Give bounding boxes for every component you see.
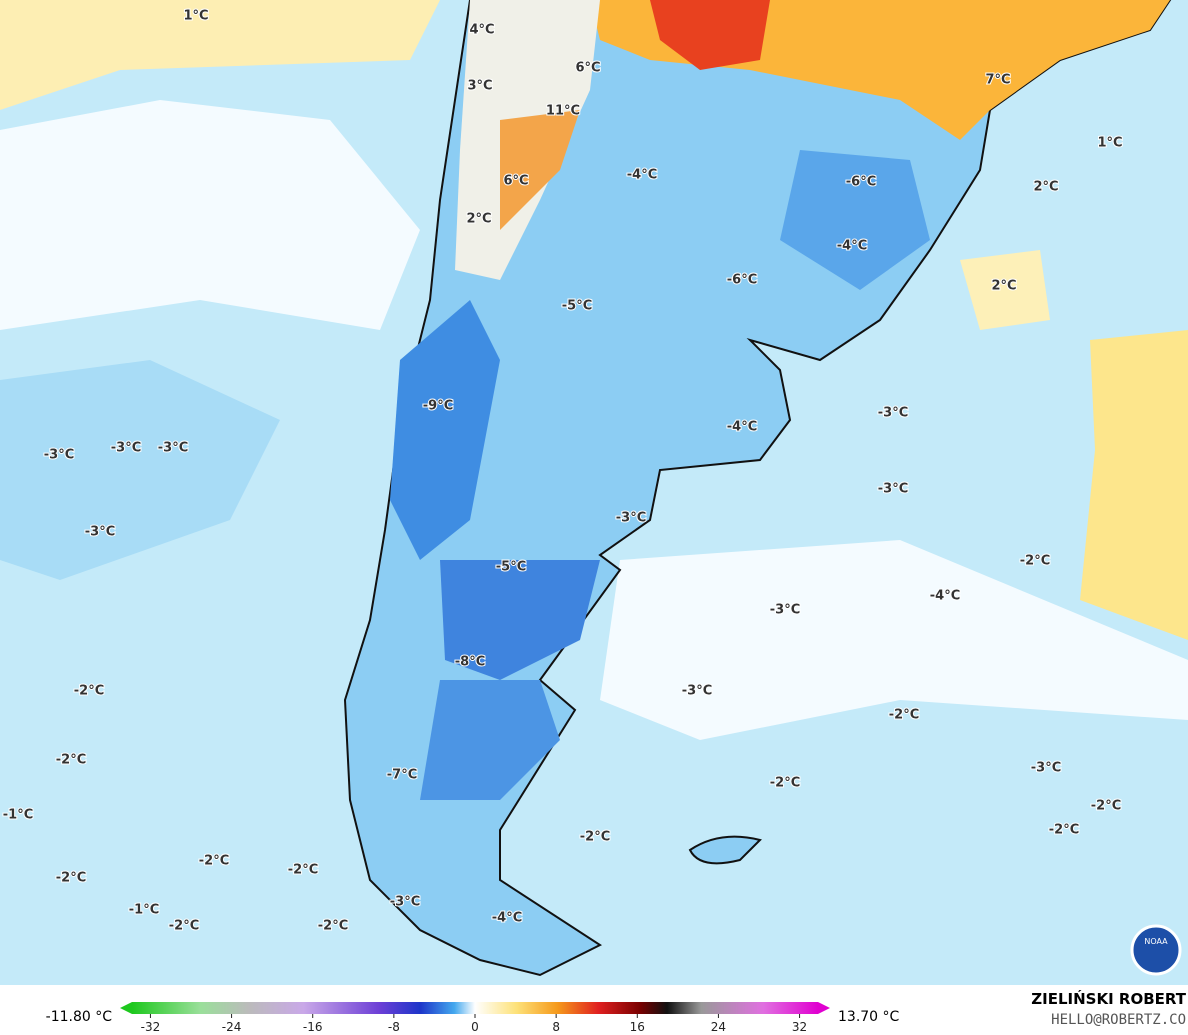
temp-label: -2°C [56, 871, 86, 886]
temp-label: -8°C [455, 655, 485, 670]
colorbar-tick-label: -16 [303, 1020, 323, 1034]
temp-label: -3°C [44, 448, 74, 463]
temp-label: 1°C [1097, 136, 1122, 151]
temp-label: -1°C [3, 808, 33, 823]
colorbar-arrow [120, 1002, 132, 1014]
temp-label: -4°C [492, 911, 522, 926]
temp-label: 11°C [546, 104, 580, 119]
temp-label: -1°C [129, 903, 159, 918]
email: HELLO@ROBERTZ.CO [1051, 1012, 1186, 1028]
colorbar-min: -11.80 °C [46, 1009, 113, 1025]
temp-label: 2°C [1033, 180, 1058, 195]
temp-label: 2°C [466, 212, 491, 227]
colorbar-tick-label: 0 [471, 1020, 479, 1034]
temp-label: -3°C [878, 406, 908, 421]
temp-label: -3°C [158, 441, 188, 456]
temp-label: -3°C [682, 684, 712, 699]
temp-label: -2°C [1091, 799, 1121, 814]
temp-label: -6°C [727, 273, 757, 288]
temp-label: -2°C [1049, 823, 1079, 838]
temp-label: 7°C [985, 73, 1010, 88]
temp-label: -3°C [111, 441, 141, 456]
temp-label: 1°C [183, 9, 208, 24]
cool-zone [0, 360, 280, 580]
temp-label: -9°C [423, 399, 453, 414]
hot-zone [650, 0, 770, 70]
temp-label: -5°C [496, 560, 526, 575]
temp-label: -6°C [846, 175, 876, 190]
islands [688, 835, 762, 865]
cold-zone [390, 300, 500, 560]
temp-label: -3°C [616, 511, 646, 526]
temp-label: -4°C [627, 168, 657, 183]
colorbar-tick-label: -24 [222, 1020, 242, 1034]
temp-label: -2°C [288, 863, 318, 878]
colorbar-tick-label: 8 [552, 1020, 560, 1034]
logo [1130, 924, 1182, 976]
temp-label: -4°C [837, 239, 867, 254]
temp-label: -3°C [770, 603, 800, 618]
temp-label: -2°C [889, 708, 919, 723]
warm-zone [0, 0, 440, 110]
colorbar-tick-label: 32 [792, 1020, 807, 1034]
warm-zone [1080, 330, 1188, 640]
cold-zone [420, 680, 560, 800]
neutral-zone [600, 540, 1188, 740]
temp-label: -2°C [580, 830, 610, 845]
colorbar-tick-label: 16 [630, 1020, 645, 1034]
temp-label: -4°C [727, 420, 757, 435]
temp-label: -3°C [878, 482, 908, 497]
temp-label: -2°C [770, 776, 800, 791]
temp-label: 4°C [469, 23, 494, 38]
warm-zone [500, 110, 580, 230]
logo-text: NOAA [1144, 937, 1168, 946]
cold-zone [440, 560, 600, 680]
temp-label: -3°C [85, 525, 115, 540]
temp-label: 6°C [575, 61, 600, 76]
temp-label: -3°C [1031, 761, 1061, 776]
temp-label: 3°C [467, 79, 492, 94]
temp-label: 2°C [991, 279, 1016, 294]
temp-label: -3°C [390, 895, 420, 910]
temp-label: -2°C [1020, 554, 1050, 569]
colorbar-tick-label: 24 [711, 1020, 726, 1034]
temp-label: -2°C [56, 753, 86, 768]
temp-label: -4°C [930, 589, 960, 604]
temp-label: -2°C [318, 919, 348, 934]
temp-label: 6°C [503, 174, 528, 189]
colorbar-max: 13.70 °C [838, 1009, 900, 1025]
temp-label: -5°C [562, 299, 592, 314]
author: ZIELIŃSKI ROBERT [1031, 989, 1186, 1008]
temp-label: -2°C [74, 684, 104, 699]
colorbar-arrow [818, 1002, 830, 1014]
temp-label: -7°C [387, 768, 417, 783]
warm-zone [960, 250, 1050, 330]
temp-label: -2°C [169, 919, 199, 934]
colorbar [132, 1002, 818, 1014]
colorbar-tick-label: -32 [141, 1020, 161, 1034]
temp-label: -2°C [199, 854, 229, 869]
neutral-zone [0, 100, 420, 330]
colorbar-tick-label: -8 [388, 1020, 400, 1034]
cold-zone [780, 150, 930, 290]
